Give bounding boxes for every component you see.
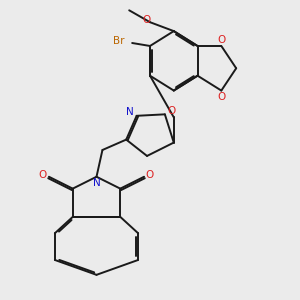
Text: O: O — [167, 106, 175, 116]
Text: N: N — [126, 107, 134, 117]
Text: Br: Br — [113, 36, 124, 46]
Text: O: O — [39, 170, 47, 180]
Text: O: O — [217, 92, 226, 101]
Text: N: N — [93, 178, 101, 188]
Text: O: O — [142, 15, 151, 25]
Text: O: O — [217, 35, 226, 45]
Text: O: O — [146, 170, 154, 180]
